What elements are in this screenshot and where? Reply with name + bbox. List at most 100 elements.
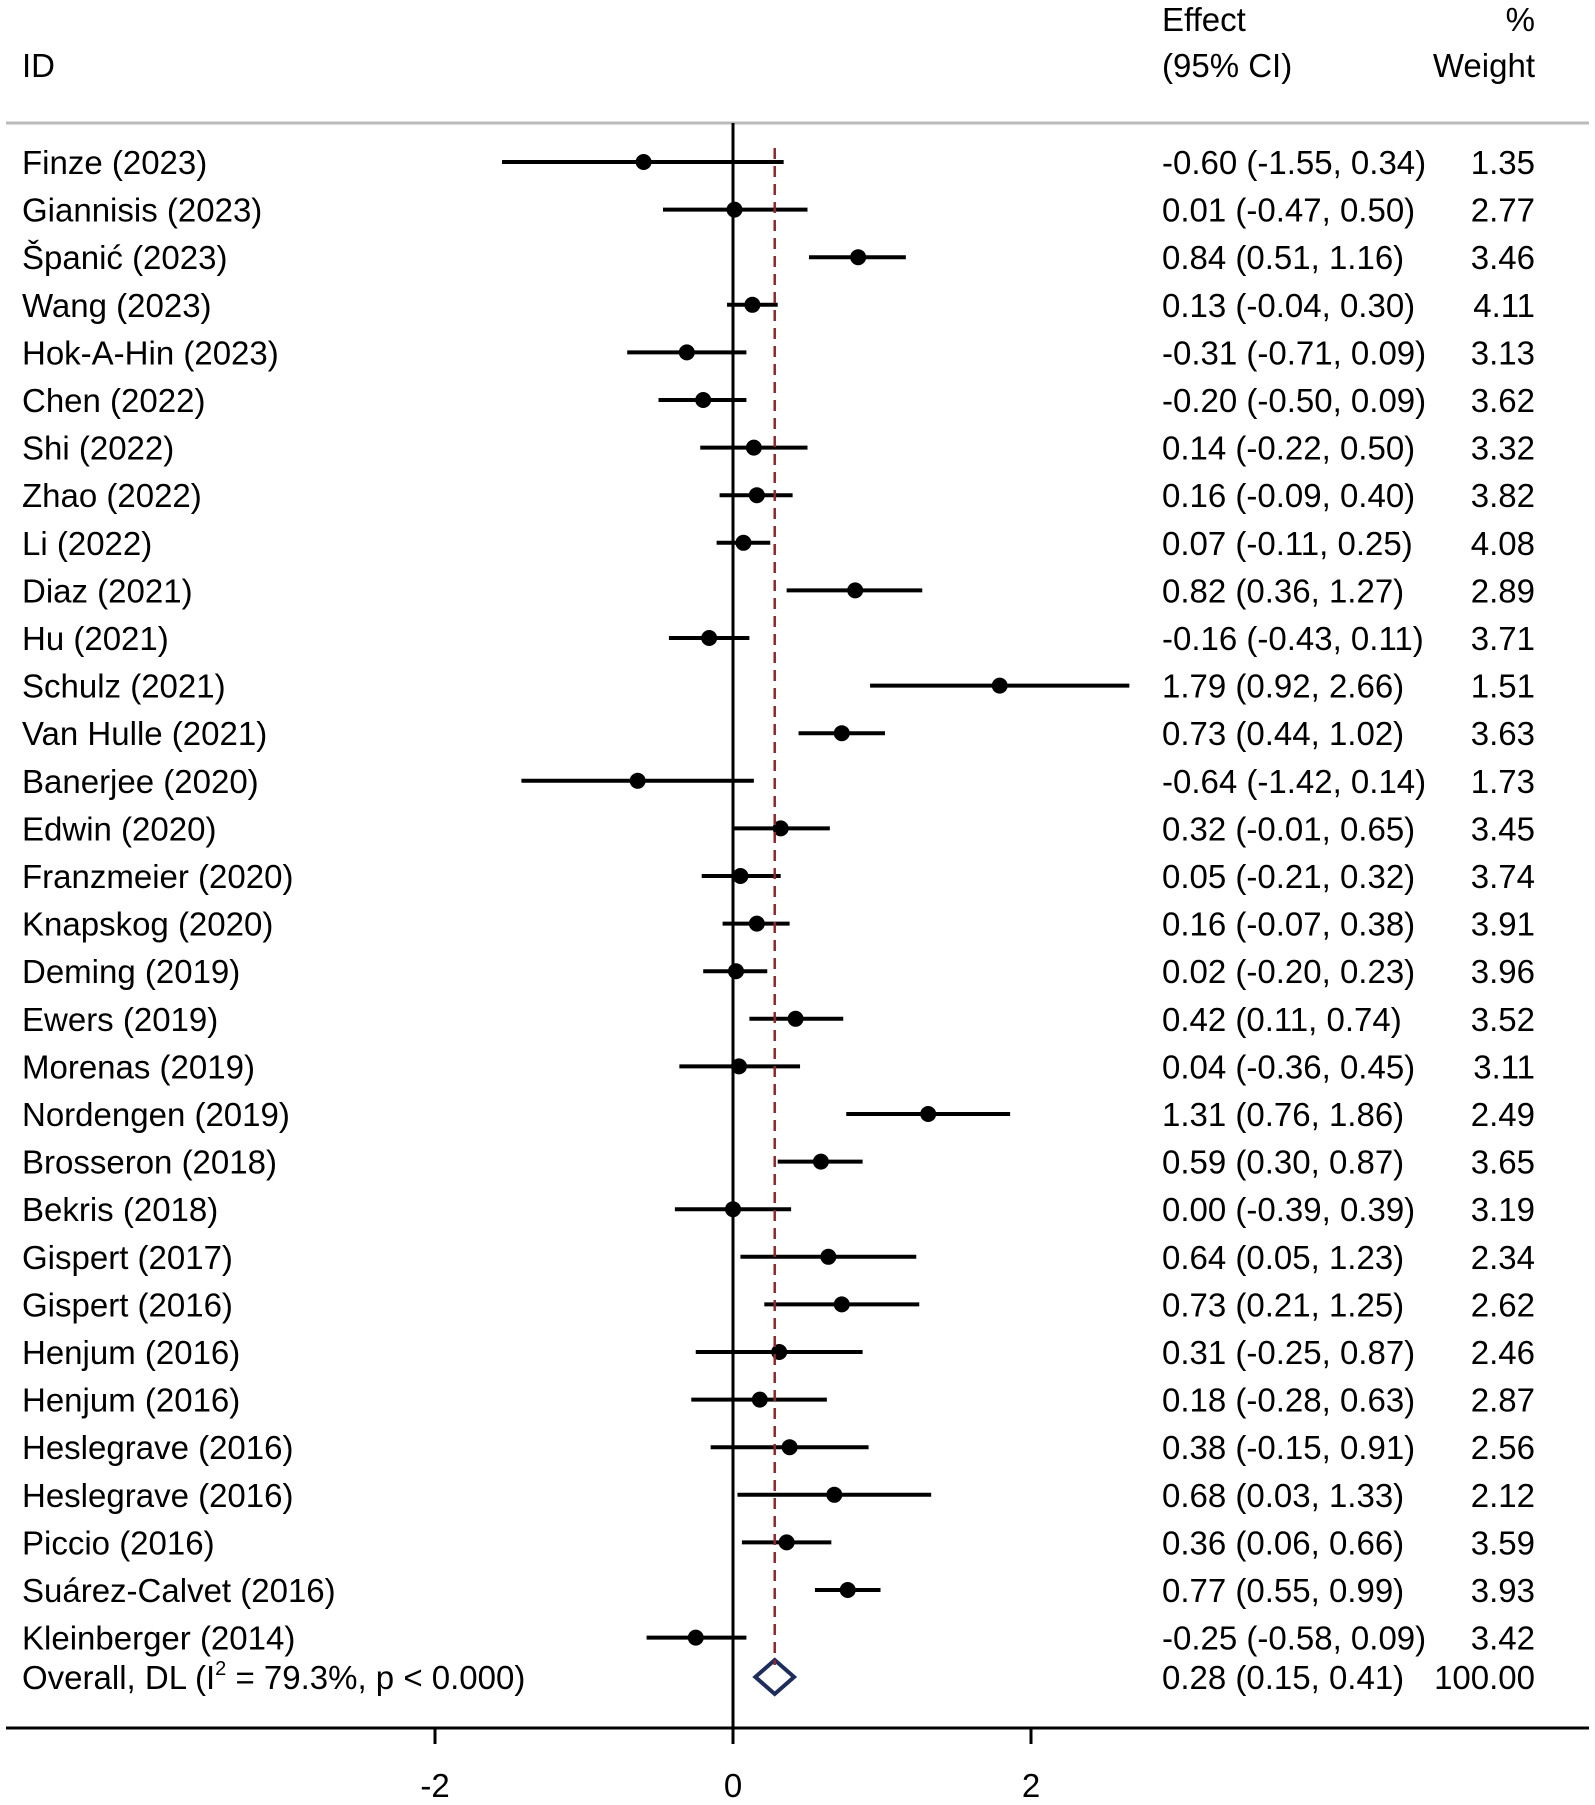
study-ci-text: 0.59 (0.30, 0.87) [1162, 1144, 1404, 1181]
effect-point [778, 1534, 795, 1551]
study-row: Bekris (2018) 0.00 (-0.39, 0.39) 3.19 [22, 1191, 1535, 1228]
study-ci-text: 0.73 (0.21, 1.25) [1162, 1286, 1404, 1323]
study-weight: 3.59 [1471, 1524, 1535, 1561]
study-weight: 3.11 [1473, 1048, 1535, 1085]
study-row: Španić (2023) 0.84 (0.51, 1.16) 3.46 [22, 239, 1535, 276]
study-row: Shi (2022) 0.14 (-0.22, 0.50) 3.32 [22, 430, 1535, 467]
effect-point [695, 392, 712, 408]
x-tick-label: -2 [420, 1767, 449, 1804]
study-row: Piccio (2016) 0.36 (0.06, 0.66) 3.59 [22, 1524, 1535, 1561]
study-label: Banerjee (2020) [22, 763, 259, 800]
effect-point [991, 677, 1008, 694]
study-ci-text: 0.18 (-0.28, 0.63) [1162, 1382, 1415, 1419]
study-ci-text: 0.01 (-0.47, 0.50) [1162, 192, 1415, 229]
study-ci-text: 0.42 (0.11, 0.74) [1162, 1001, 1402, 1038]
study-weight: 1.73 [1471, 763, 1535, 800]
study-label: Hok-A-Hin (2023) [22, 334, 279, 371]
effect-point [920, 1106, 937, 1122]
study-label: Heslegrave (2016) [22, 1477, 293, 1514]
study-weight: 3.96 [1471, 953, 1535, 990]
study-row: Kleinberger (2014) -0.25 (-0.58, 0.09) 3.4… [22, 1620, 1535, 1657]
study-row: Finze (2023) -0.60 (-1.55, 0.34) 1.35 [22, 144, 1535, 181]
study-row: Giannisis (2023) 0.01 (-0.47, 0.50) 2.77 [22, 192, 1535, 229]
effect-point [850, 249, 867, 266]
effect-point [744, 296, 761, 313]
study-label: Kleinberger (2014) [22, 1620, 295, 1657]
study-weight: 2.34 [1471, 1239, 1535, 1276]
study-ci-text: 0.68 (0.03, 1.33) [1162, 1477, 1404, 1514]
study-label: Van Hulle (2021) [22, 715, 267, 752]
study-ci-text: -0.31 (-0.71, 0.09) [1162, 334, 1426, 371]
study-ci-text: -0.64 (-1.42, 0.14) [1162, 763, 1426, 800]
study-weight: 2.49 [1471, 1096, 1535, 1133]
effect-point [732, 868, 749, 884]
study-ci-text: 0.38 (-0.15, 0.91) [1162, 1429, 1415, 1466]
study-row: Schulz (2021) 1.79 (0.92, 2.66) 1.51 [22, 668, 1535, 705]
study-weight: 2.77 [1471, 192, 1535, 229]
effect-point [839, 1582, 856, 1598]
study-row: Franzmeier (2020) 0.05 (-0.21, 0.32) 3.74 [22, 858, 1535, 895]
effect-point [833, 1296, 850, 1313]
study-label: Franzmeier (2020) [22, 858, 293, 895]
study-ci-text: 0.84 (0.51, 1.16) [1162, 239, 1404, 276]
study-weight: 3.13 [1471, 334, 1535, 371]
study-label: Gispert (2016) [22, 1286, 233, 1323]
study-label: Morenas (2019) [22, 1048, 255, 1085]
study-weight: 3.52 [1471, 1001, 1535, 1038]
study-row: Li (2022) 0.07 (-0.11, 0.25) 4.08 [22, 525, 1535, 562]
effect-point [678, 344, 695, 361]
study-row: Gispert (2016) 0.73 (0.21, 1.25) 2.62 [22, 1286, 1535, 1323]
study-ci-text: -0.20 (-0.50, 0.09) [1162, 382, 1426, 419]
study-ci-text: -0.16 (-0.43, 0.11) [1162, 620, 1424, 657]
effect-point [629, 772, 646, 789]
study-weight: 2.56 [1471, 1429, 1535, 1466]
study-label: Nordengen (2019) [22, 1096, 290, 1133]
effect-point [751, 1391, 768, 1408]
effect-point [727, 963, 744, 980]
study-row: Henjum (2016) 0.18 (-0.28, 0.63) 2.87 [22, 1382, 1535, 1419]
study-label: Henjum (2016) [22, 1334, 240, 1371]
study-ci-text: 0.00 (-0.39, 0.39) [1162, 1191, 1415, 1228]
study-row: Brosseron (2018) 0.59 (0.30, 0.87) 3.65 [22, 1144, 1535, 1181]
study-label: Diaz (2021) [22, 572, 193, 609]
overall-diamond [752, 1657, 798, 1697]
study-label: Giannisis (2023) [22, 192, 262, 229]
study-ci-text: 0.77 (0.55, 0.99) [1162, 1572, 1404, 1609]
study-label: Schulz (2021) [22, 668, 226, 705]
header-effect-label: Effect [1162, 1, 1246, 38]
study-ci-text: 0.14 (-0.22, 0.50) [1162, 430, 1415, 467]
study-weight: 3.74 [1471, 858, 1535, 895]
study-ci-text: 0.82 (0.36, 1.27) [1162, 572, 1404, 609]
study-label: Piccio (2016) [22, 1524, 215, 1561]
study-label: Shi (2022) [22, 430, 174, 467]
study-ci-text: 0.04 (-0.36, 0.45) [1162, 1048, 1415, 1085]
study-row: Van Hulle (2021) 0.73 (0.44, 1.02) 3.63 [22, 715, 1535, 752]
effect-point [748, 915, 765, 932]
study-row: Hok-A-Hin (2023) -0.31 (-0.71, 0.09) 3.13 [22, 334, 1535, 371]
overall-label-prefix: Overall, DL (I [22, 1659, 215, 1696]
study-weight: 1.35 [1471, 144, 1535, 181]
study-weight: 3.71 [1471, 620, 1535, 657]
study-row: Ewers (2019) 0.42 (0.11, 0.74) 3.52 [22, 1001, 1535, 1038]
study-row: Chen (2022) -0.20 (-0.50, 0.09) 3.62 [22, 382, 1535, 419]
study-row: Gispert (2017) 0.64 (0.05, 1.23) 2.34 [22, 1239, 1535, 1276]
overall-ci-text: 0.28 (0.15, 0.41) [1162, 1659, 1404, 1696]
study-weight: 3.32 [1471, 430, 1535, 467]
study-row: Wang (2023) 0.13 (-0.04, 0.30) 4.11 [22, 287, 1535, 324]
study-ci-text: 0.13 (-0.04, 0.30) [1162, 287, 1415, 324]
study-weight: 4.11 [1473, 287, 1535, 324]
effect-point [635, 154, 652, 170]
study-label: Španić (2023) [22, 239, 227, 276]
study-row: Banerjee (2020) -0.64 (-1.42, 0.14) 1.73 [22, 763, 1535, 800]
study-weight: 3.65 [1471, 1144, 1535, 1181]
study-weight: 2.62 [1471, 1286, 1535, 1323]
study-weight: 2.87 [1471, 1382, 1535, 1419]
study-weight: 3.82 [1471, 477, 1535, 514]
effect-point [833, 725, 850, 742]
x-tick-label: 2 [1022, 1767, 1040, 1804]
effect-point [748, 487, 765, 504]
study-label: Henjum (2016) [22, 1382, 240, 1419]
study-label: Zhao (2022) [22, 477, 202, 514]
study-ci-text: 0.32 (-0.01, 0.65) [1162, 810, 1415, 847]
